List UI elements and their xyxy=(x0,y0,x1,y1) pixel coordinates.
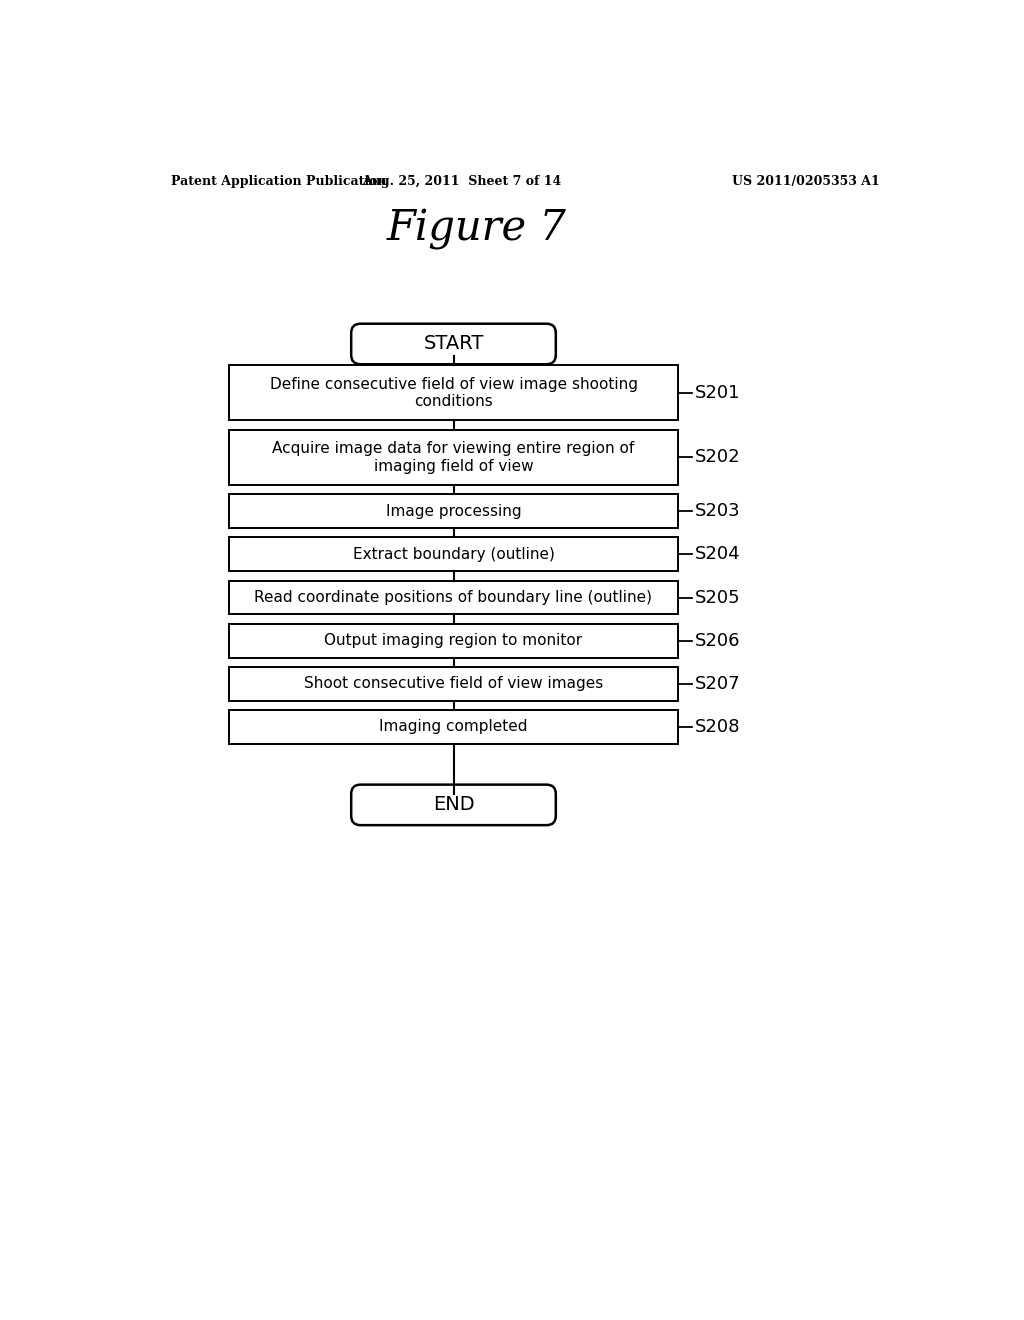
Bar xyxy=(228,430,678,486)
Bar xyxy=(228,667,678,701)
Bar xyxy=(228,710,678,744)
Text: Shoot consecutive field of view images: Shoot consecutive field of view images xyxy=(304,676,603,692)
Text: S207: S207 xyxy=(695,675,741,693)
Text: Figure 7: Figure 7 xyxy=(387,209,566,251)
Text: Aug. 25, 2011  Sheet 7 of 14: Aug. 25, 2011 Sheet 7 of 14 xyxy=(361,176,561,189)
Text: Read coordinate positions of boundary line (outline): Read coordinate positions of boundary li… xyxy=(255,590,652,605)
Text: S201: S201 xyxy=(695,384,740,401)
Text: S202: S202 xyxy=(695,449,741,466)
Text: Define consecutive field of view image shooting
conditions: Define consecutive field of view image s… xyxy=(269,376,638,409)
FancyBboxPatch shape xyxy=(351,784,556,825)
Text: Acquire image data for viewing entire region of
imaging field of view: Acquire image data for viewing entire re… xyxy=(272,441,635,474)
Text: S205: S205 xyxy=(695,589,741,606)
Text: Output imaging region to monitor: Output imaging region to monitor xyxy=(325,634,583,648)
Bar xyxy=(228,581,678,615)
Text: Imaging completed: Imaging completed xyxy=(379,719,527,734)
Bar xyxy=(228,366,678,421)
Text: START: START xyxy=(423,334,483,354)
Bar xyxy=(228,495,678,528)
Text: END: END xyxy=(433,796,474,814)
Text: Image processing: Image processing xyxy=(386,504,521,519)
FancyBboxPatch shape xyxy=(351,323,556,364)
Bar xyxy=(228,624,678,657)
Text: US 2011/0205353 A1: US 2011/0205353 A1 xyxy=(732,176,880,189)
Text: S204: S204 xyxy=(695,545,741,564)
Text: Patent Application Publication: Patent Application Publication xyxy=(171,176,386,189)
Text: S208: S208 xyxy=(695,718,740,735)
Text: Extract boundary (outline): Extract boundary (outline) xyxy=(352,546,554,562)
Bar xyxy=(228,537,678,572)
Text: S206: S206 xyxy=(695,632,740,649)
Text: S203: S203 xyxy=(695,503,741,520)
